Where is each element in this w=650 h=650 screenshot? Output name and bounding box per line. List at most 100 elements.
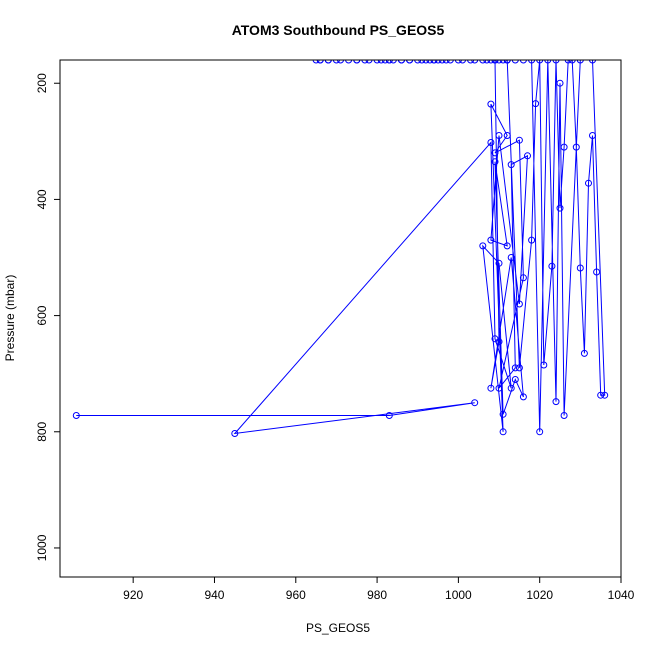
- data-point: [499, 410, 507, 418]
- data-point: [373, 60, 381, 64]
- data-point: [511, 364, 519, 372]
- data-point: [589, 132, 596, 139]
- data-point: [507, 254, 515, 261]
- chart-title: ATOM3 Southbound PS_GEOS5: [232, 22, 445, 38]
- y-tick-label: 400: [35, 189, 49, 209]
- data-point: [365, 60, 373, 64]
- data-point: [467, 60, 475, 64]
- data-point: [487, 60, 495, 64]
- data-point: [430, 60, 438, 64]
- data-point: [312, 60, 320, 64]
- data-point: [438, 60, 446, 64]
- data-point: [560, 412, 568, 419]
- data-point: [471, 399, 479, 407]
- data-point: [580, 349, 588, 357]
- data-point: [532, 100, 540, 108]
- x-tick-label: 940: [204, 588, 224, 602]
- data-point: [515, 136, 523, 144]
- data-point: [503, 242, 511, 250]
- data-point: [503, 60, 511, 64]
- data-point: [389, 60, 397, 64]
- data-point: [511, 60, 519, 64]
- data-point: [576, 264, 584, 272]
- data-point: [434, 60, 442, 64]
- data-point: [479, 60, 487, 64]
- data-point: [231, 430, 239, 437]
- data-point: [585, 179, 592, 187]
- data-point: [72, 412, 80, 419]
- data-point: [556, 79, 564, 87]
- data-point: [572, 143, 580, 151]
- data-point: [418, 60, 426, 64]
- data-point: [459, 60, 466, 64]
- y-tick-label: 600: [35, 305, 49, 325]
- y-tick-label: 200: [35, 73, 49, 93]
- data-point: [495, 338, 503, 346]
- data-point: [503, 132, 511, 139]
- x-tick-label: 1040: [608, 588, 635, 602]
- data-point: [548, 262, 556, 270]
- x-tick-label: 980: [367, 588, 387, 602]
- data-point: [381, 60, 389, 64]
- data-point: [385, 412, 393, 419]
- data-point: [332, 60, 340, 64]
- data-point: [422, 60, 430, 64]
- data-point: [519, 60, 527, 64]
- data-point: [597, 391, 605, 399]
- data-point: [426, 60, 434, 64]
- data-point: [406, 60, 414, 64]
- data-point: [499, 428, 507, 436]
- y-tick-label: 800: [35, 421, 49, 441]
- data-point: [479, 242, 487, 250]
- data-point: [515, 364, 523, 372]
- data-point: [495, 60, 503, 64]
- data-point: [398, 60, 405, 64]
- data-point: [442, 60, 450, 64]
- data-point: [536, 428, 544, 436]
- data-point: [589, 60, 596, 64]
- data-point: [511, 376, 519, 383]
- data-point: [528, 60, 536, 64]
- data-point: [499, 60, 507, 64]
- data-point: [471, 60, 479, 64]
- y-axis-label: Pressure (mbar): [3, 275, 17, 362]
- data-point: [487, 100, 495, 108]
- data-point: [568, 60, 576, 64]
- data-point: [540, 361, 548, 369]
- x-tick-label: 1000: [445, 588, 472, 602]
- data-point: [601, 391, 609, 399]
- data-point: [414, 60, 422, 64]
- data-point: [593, 268, 601, 276]
- data-point: [487, 236, 495, 244]
- x-axis-label: PS_GEOS5: [306, 621, 370, 635]
- data-point: [491, 158, 499, 166]
- data-point: [316, 60, 324, 64]
- data-point: [515, 300, 523, 308]
- data-point: [524, 152, 531, 160]
- data-point: [519, 274, 527, 282]
- x-tick-label: 920: [123, 588, 143, 602]
- y-tick-label: 1000: [35, 534, 49, 561]
- data-point: [337, 60, 344, 64]
- data-point: [361, 60, 369, 64]
- data-point: [536, 60, 544, 64]
- data-point: [556, 204, 564, 212]
- data-point: [385, 60, 393, 64]
- data-point: [560, 143, 568, 151]
- data-point: [495, 132, 503, 139]
- data-point: [446, 60, 454, 64]
- data-point: [483, 60, 491, 64]
- data-point: [377, 60, 385, 64]
- data-point: [564, 60, 572, 64]
- data-point: [576, 60, 584, 64]
- y-axis: 200 400 600 800 1000: [35, 73, 60, 561]
- series-layer: [72, 60, 609, 437]
- data-point: [487, 139, 495, 146]
- data-point: [552, 60, 560, 64]
- data-point: [454, 60, 462, 64]
- data-point: [324, 60, 332, 64]
- data-point: [353, 60, 361, 64]
- data-point: [528, 236, 536, 244]
